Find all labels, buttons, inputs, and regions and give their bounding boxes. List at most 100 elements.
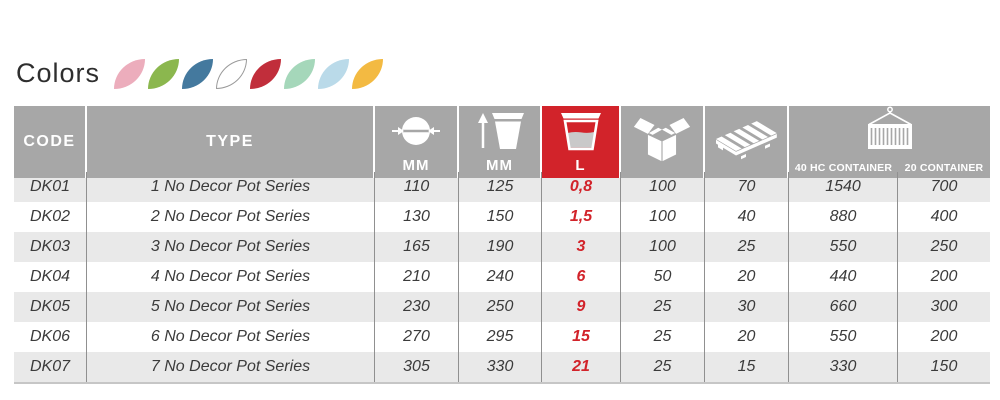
header-pallet-qty: [705, 106, 789, 178]
cell-height: 190: [459, 232, 542, 262]
cell-pallet-qty: 30: [705, 292, 789, 322]
yellow-color-swatch: [352, 58, 384, 89]
cell-volume: 1,5: [542, 202, 621, 232]
cell-container-20: 150: [930, 358, 958, 375]
cell-type: 6 No Decor Pot Series: [87, 322, 375, 352]
cell-container-40hc: 550: [789, 232, 898, 262]
cell-box-qty: 25: [621, 292, 705, 322]
mint-color-swatch: [284, 58, 316, 89]
container-40hc-label: 40 HC CONTAINER: [794, 162, 893, 174]
cell-pallet-qty: 25: [705, 232, 789, 262]
product-spec-table: CODE TYPE MM: [14, 106, 990, 384]
white-color-swatch: [216, 58, 248, 89]
open-box-icon: [632, 115, 692, 169]
cell-diameter: 165: [375, 232, 459, 262]
cell-diameter: 270: [375, 322, 459, 352]
cell-pallet-qty: 20: [705, 262, 789, 292]
table-header: CODE TYPE MM: [14, 106, 990, 178]
table-row: DK03 3 No Decor Pot Series 165 190 3 100…: [14, 232, 990, 262]
cell-type: 2 No Decor Pot Series: [87, 202, 375, 232]
diameter-unit-label: MM: [402, 156, 430, 174]
cell-container-40hc: 550: [789, 322, 898, 352]
shipping-container-icon: [860, 106, 920, 157]
cell-type: 7 No Decor Pot Series: [87, 352, 375, 382]
header-box-qty: [621, 106, 705, 178]
cell-diameter: 110: [375, 172, 459, 202]
cell-box-qty: 100: [621, 172, 705, 202]
container-20-label: 20 CONTAINER: [904, 162, 984, 174]
colors-label: Colors: [16, 58, 101, 88]
header-containers: 40 HC CONTAINER 20 CONTAINER: [789, 106, 990, 178]
pot-volume-icon: [559, 111, 603, 156]
cell-box-qty: 100: [621, 202, 705, 232]
height-unit-label: MM: [486, 156, 513, 174]
cell-code: DK04: [14, 262, 87, 292]
cell-volume: 0,8: [542, 172, 621, 202]
cell-pallet-qty: 40: [705, 202, 789, 232]
cell-container-20: 250: [930, 238, 958, 255]
cell-container-20: 200: [930, 268, 958, 285]
cell-code: DK07: [14, 352, 87, 382]
table-row: DK06 6 No Decor Pot Series 270 295 15 25…: [14, 322, 990, 352]
cell-diameter: 305: [375, 352, 459, 382]
header-diameter: MM: [375, 106, 459, 178]
table-row: DK07 7 No Decor Pot Series 305 330 21 25…: [14, 352, 990, 382]
pallet-icon: [708, 117, 784, 166]
cell-code: DK06: [14, 322, 87, 352]
cell-container-20: 200: [930, 328, 958, 345]
cell-height: 330: [459, 352, 542, 382]
cell-volume: 6: [542, 262, 621, 292]
cell-height: 150: [459, 202, 542, 232]
cell-box-qty: 50: [621, 262, 705, 292]
cell-container-40hc: 1540: [789, 172, 898, 202]
cell-volume: 9: [542, 292, 621, 322]
cell-container-20: 400: [930, 208, 958, 225]
diameter-icon: [392, 115, 440, 156]
cell-container-40hc: 440: [789, 262, 898, 292]
table-row: DK04 4 No Decor Pot Series 210 240 6 50 …: [14, 262, 990, 292]
cell-height: 250: [459, 292, 542, 322]
table-row: DK01 1 No Decor Pot Series 110 125 0,8 1…: [14, 172, 990, 202]
green-color-swatch: [148, 58, 180, 89]
light-blue-color-swatch: [318, 58, 350, 89]
cell-code: DK05: [14, 292, 87, 322]
cell-container-20: 300: [930, 298, 958, 315]
cell-box-qty: 25: [621, 352, 705, 382]
cell-container-40hc: 330: [789, 352, 898, 382]
colors-legend: Colors: [16, 58, 384, 89]
cell-height: 125: [459, 172, 542, 202]
cell-container-20: 700: [930, 178, 958, 195]
cell-code: DK01: [14, 172, 87, 202]
red-color-swatch: [250, 58, 282, 89]
cell-height: 240: [459, 262, 542, 292]
cell-diameter: 230: [375, 292, 459, 322]
cell-diameter: 210: [375, 262, 459, 292]
header-volume: L: [542, 106, 621, 178]
steel-blue-color-swatch: [182, 58, 214, 89]
table-row: DK02 2 No Decor Pot Series 130 150 1,5 1…: [14, 202, 990, 232]
cell-type: 5 No Decor Pot Series: [87, 292, 375, 322]
cell-volume: 15: [542, 322, 621, 352]
cell-container-40hc: 880: [789, 202, 898, 232]
cell-volume: 3: [542, 232, 621, 262]
code-header-label: CODE: [23, 132, 76, 150]
cell-type: 3 No Decor Pot Series: [87, 232, 375, 262]
table-row: DK05 5 No Decor Pot Series 230 250 9 25 …: [14, 292, 990, 322]
volume-unit-label: L: [575, 156, 586, 174]
cell-pallet-qty: 20: [705, 322, 789, 352]
cell-type: 4 No Decor Pot Series: [87, 262, 375, 292]
container-labels: 40 HC CONTAINER 20 CONTAINER: [789, 163, 990, 174]
cell-pallet-qty: 70: [705, 172, 789, 202]
header-height: MM: [459, 106, 542, 178]
pot-height-icon: [476, 111, 524, 156]
header-code: CODE: [14, 106, 87, 178]
table-body: DK01 1 No Decor Pot Series 110 125 0,8 1…: [14, 172, 990, 384]
type-header-label: TYPE: [206, 132, 254, 150]
cell-diameter: 130: [375, 202, 459, 232]
cell-volume: 21: [542, 352, 621, 382]
cell-box-qty: 25: [621, 322, 705, 352]
cell-pallet-qty: 15: [705, 352, 789, 382]
cell-type: 1 No Decor Pot Series: [87, 172, 375, 202]
header-type: TYPE: [87, 106, 375, 178]
cell-height: 295: [459, 322, 542, 352]
